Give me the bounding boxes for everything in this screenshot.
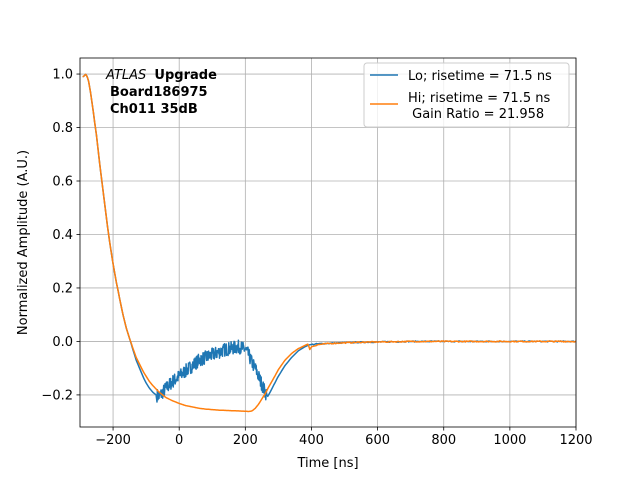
legend-box bbox=[363, 62, 570, 128]
x-tick-label: 0 bbox=[175, 433, 183, 448]
y-tick-label: 1.0 bbox=[52, 68, 73, 83]
x-tick-label: 200 bbox=[233, 433, 258, 448]
y-axis-label: Normalized Amplitude (A.U.) bbox=[16, 150, 31, 335]
legend-label-lo: Lo; risetime = 71.5 ns bbox=[408, 69, 552, 84]
x-tick-label: 600 bbox=[365, 433, 390, 448]
x-tick-label: −200 bbox=[95, 433, 131, 448]
legend-label-hi: Hi; risetime = 71.5 ns bbox=[408, 91, 550, 106]
x-tick-label: 1200 bbox=[559, 433, 592, 448]
y-tick-label: 0.8 bbox=[52, 121, 73, 136]
plot-lines bbox=[82, 73, 577, 413]
x-tick-label: 400 bbox=[299, 433, 324, 448]
x-axis-label: Time [ns] bbox=[296, 456, 358, 471]
y-tick-label: 0.2 bbox=[52, 281, 73, 296]
y-tick-label: 0.6 bbox=[52, 175, 73, 190]
legend-label-hi-gain: Gain Ratio = 21.958 bbox=[408, 107, 544, 122]
x-tick-label: 800 bbox=[431, 433, 456, 448]
x-tick-label: 1000 bbox=[493, 433, 526, 448]
y-tick-label: −0.2 bbox=[41, 388, 73, 403]
annotation-line-2: Board186975 bbox=[110, 85, 208, 100]
annotation-upgrade: Upgrade bbox=[154, 68, 217, 83]
x-axis-ticks: −200 0 200 400 600 800 1000 1200 bbox=[95, 427, 593, 448]
legend: Lo; risetime = 71.5 ns Hi; risetime = 71… bbox=[363, 62, 570, 128]
annotation-line-1: ATLAS Upgrade bbox=[105, 68, 217, 83]
annotation-line-3: Ch011 35dB bbox=[110, 102, 198, 117]
series-line-hi bbox=[82, 73, 577, 413]
annotation-atlas: ATLAS bbox=[105, 68, 146, 83]
y-tick-label: 0.4 bbox=[52, 228, 73, 243]
y-axis-ticks: −0.2 0.0 0.2 0.4 0.6 0.8 1.0 bbox=[41, 68, 80, 403]
y-tick-label: 0.0 bbox=[52, 335, 73, 350]
annotation: ATLAS Upgrade Board186975 Ch011 35dB bbox=[105, 68, 217, 117]
plot-frame bbox=[79, 57, 577, 428]
